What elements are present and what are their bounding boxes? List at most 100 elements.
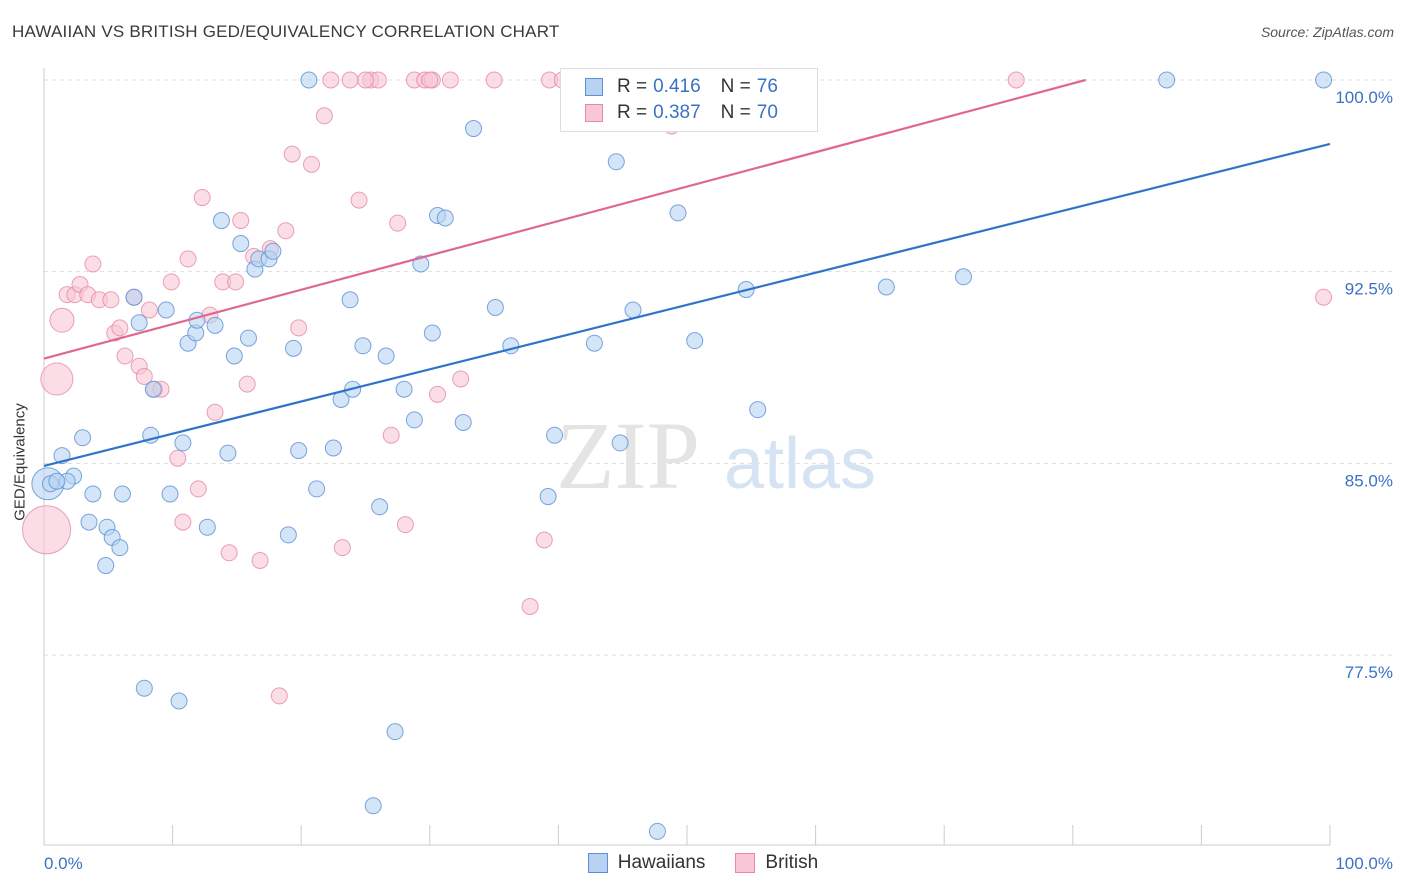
hawaiian-point xyxy=(308,480,326,498)
hawaiian-point xyxy=(423,324,441,342)
r-label: R = xyxy=(617,102,648,123)
british-point xyxy=(333,539,351,557)
hawaiian-point xyxy=(465,120,483,138)
british-point xyxy=(111,319,129,337)
hawaiian-points xyxy=(31,71,1333,840)
hawaiian-point xyxy=(371,498,389,516)
hawaiians-n-value: 76 xyxy=(756,76,778,97)
hawaiian-point xyxy=(341,291,359,309)
british-points xyxy=(22,71,1333,705)
hawaiian-point xyxy=(877,278,895,296)
british-point xyxy=(189,480,207,498)
hawaiian-point xyxy=(539,488,557,506)
hawaiian-point xyxy=(364,797,382,815)
hawaiian-point xyxy=(232,235,250,253)
british-n-value: 70 xyxy=(756,102,778,123)
hawaiian-point xyxy=(454,413,472,431)
hawaiian-point xyxy=(405,411,423,429)
hawaiians-r-value: 0.416 xyxy=(653,76,701,97)
british-point xyxy=(485,71,503,89)
hawaiian-point xyxy=(585,334,603,352)
british-point xyxy=(270,687,288,705)
hawaiians-trend-line xyxy=(43,142,1331,467)
hawaiian-point xyxy=(130,314,148,332)
british-point xyxy=(220,544,238,562)
hawaiian-point xyxy=(135,679,153,697)
hawaiian-point xyxy=(624,301,642,319)
hawaiian-point xyxy=(170,692,188,710)
chart-title: HAWAIIAN VS BRITISH GED/EQUIVALENCY CORR… xyxy=(12,22,560,41)
hawaiian-point xyxy=(157,301,175,319)
series-legend: Hawaiians British xyxy=(0,852,1406,874)
british-point xyxy=(315,107,333,125)
x-tick-label: 0.0% xyxy=(44,854,83,873)
hawaiian-point xyxy=(386,723,404,741)
hawaiian-point xyxy=(225,347,243,365)
british-point xyxy=(102,291,120,309)
y-tick-labels: 77.5% 85.0% 92.5% 100.0% xyxy=(1335,88,1393,682)
hawaiian-point xyxy=(954,268,972,286)
hawaiian-point xyxy=(607,153,625,171)
hawaiian-point xyxy=(395,380,413,398)
hawaiian-point xyxy=(686,332,704,350)
british-point xyxy=(396,516,414,534)
legend-item-british: British xyxy=(735,852,818,874)
legend-item-hawaiians: Hawaiians xyxy=(587,852,706,874)
british-point xyxy=(40,362,74,396)
british-point xyxy=(169,449,187,467)
hawaiian-point xyxy=(486,298,504,316)
hawaiian-point xyxy=(324,439,342,457)
british-trend-line xyxy=(43,78,1086,360)
y-tick-label: 100.0% xyxy=(1335,88,1393,107)
hawaiian-point xyxy=(377,347,395,365)
british-point xyxy=(350,191,368,209)
hawaiian-point xyxy=(144,380,162,398)
british-point xyxy=(251,551,269,569)
british-point xyxy=(1007,71,1025,89)
british-point xyxy=(429,385,447,403)
grid-lines xyxy=(44,79,1395,656)
x-tick-labels: 0.0% 100.0% xyxy=(44,854,1393,873)
hawaiian-point xyxy=(84,485,102,503)
hawaiian-point xyxy=(611,434,629,452)
hawaiian-point xyxy=(1315,71,1333,89)
british-point xyxy=(174,513,192,531)
hawaiian-point xyxy=(284,339,302,357)
watermark-zip: ZIP xyxy=(556,402,700,509)
hawaiian-point xyxy=(264,242,282,260)
british-point xyxy=(162,273,180,291)
british-point xyxy=(49,307,75,333)
hawaiian-point xyxy=(648,822,666,840)
axes xyxy=(43,68,1331,846)
british-point xyxy=(535,531,553,549)
british-point xyxy=(238,375,256,393)
hawaiian-point xyxy=(279,526,297,544)
british-legend-label: British xyxy=(765,852,819,873)
british-legend-swatch xyxy=(735,853,756,873)
y-tick-label: 92.5% xyxy=(1345,280,1393,299)
hawaiian-point xyxy=(354,337,372,355)
british-point xyxy=(521,597,539,615)
british-point xyxy=(193,189,211,207)
british-point xyxy=(290,319,308,337)
british-point xyxy=(277,222,295,240)
hawaiians-legend-label: Hawaiians xyxy=(617,852,706,873)
british-point xyxy=(322,71,340,89)
y-axis-label: GED/Equivalency xyxy=(11,403,29,521)
hawaiian-point xyxy=(300,71,318,89)
british-point xyxy=(116,347,134,365)
hawaiian-point xyxy=(48,472,66,490)
hawaiian-point xyxy=(749,401,767,419)
hawaiian-point xyxy=(239,329,257,347)
british-point xyxy=(452,370,470,388)
british-point xyxy=(283,145,301,163)
british-swatch xyxy=(585,104,603,122)
trend-lines xyxy=(43,78,1331,467)
legend-row-hawaiians: R = 0.416 N = 76 xyxy=(585,75,778,99)
hawaiian-point xyxy=(219,444,237,462)
hawaiian-point xyxy=(174,434,192,452)
british-point xyxy=(441,71,459,89)
hawaiian-point xyxy=(80,513,98,531)
hawaiian-point xyxy=(97,557,115,575)
british-point xyxy=(135,367,153,385)
